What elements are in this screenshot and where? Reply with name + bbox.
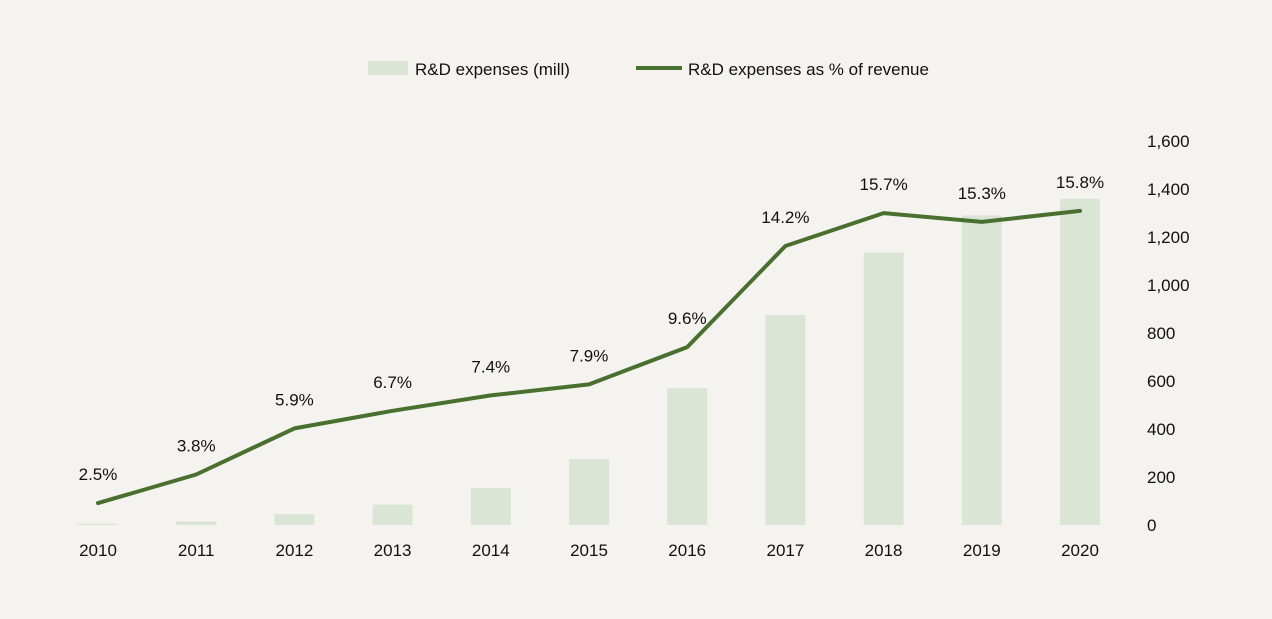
x-tick-2011: 2011 xyxy=(178,541,215,560)
data-label-2017: 14.2% xyxy=(761,208,809,227)
x-tick-2018: 2018 xyxy=(865,541,903,560)
legend-swatch-bars xyxy=(368,61,408,75)
x-tick-2015: 2015 xyxy=(570,541,608,560)
bar-2013 xyxy=(373,505,413,525)
bar-2015 xyxy=(569,459,609,525)
y-tick-1400: 1,400 xyxy=(1147,180,1190,199)
y-tick-600: 600 xyxy=(1147,372,1175,391)
data-label-2016: 9.6% xyxy=(668,309,707,328)
bar-2017 xyxy=(765,315,805,525)
data-label-2014: 7.4% xyxy=(471,357,510,376)
legend-label-bars: R&D expenses (mill) xyxy=(415,60,570,79)
data-label-2011: 3.8% xyxy=(177,437,216,456)
x-tick-2010: 2010 xyxy=(79,541,117,560)
y-tick-1600: 1,600 xyxy=(1147,132,1190,151)
x-tick-2020: 2020 xyxy=(1061,541,1099,560)
legend: R&D expenses (mill) R&D expenses as % of… xyxy=(368,60,929,79)
bar-2019 xyxy=(962,215,1002,525)
x-tick-2019: 2019 xyxy=(963,541,1001,560)
legend-label-line: R&D expenses as % of revenue xyxy=(688,60,929,79)
bar-2014 xyxy=(471,488,511,525)
y-tick-0: 0 xyxy=(1147,516,1156,535)
x-tick-2014: 2014 xyxy=(472,541,510,560)
y-tick-400: 400 xyxy=(1147,420,1175,439)
data-label-2015: 7.9% xyxy=(570,346,609,365)
x-tick-2016: 2016 xyxy=(668,541,706,560)
data-label-2019: 15.3% xyxy=(958,184,1006,203)
bar-2018 xyxy=(864,253,904,525)
chart: 2.5% 3.8% 5.9% 6.7% 7.4% 7.9% 9.6% 14.2% 15.7% 15… xyxy=(0,0,1272,614)
y-axis-right: 0 200 400 600 800 1,000 1,200 1,400 1,600 xyxy=(1147,132,1190,535)
data-label-2018: 15.7% xyxy=(859,175,907,194)
data-label-2012: 5.9% xyxy=(275,390,314,409)
y-tick-1000: 1,000 xyxy=(1147,276,1190,295)
y-tick-200: 200 xyxy=(1147,468,1175,487)
x-tick-2013: 2013 xyxy=(374,541,412,560)
bar-2011 xyxy=(176,521,216,525)
data-label-2020: 15.8% xyxy=(1056,173,1104,192)
x-axis: 2010 2011 2012 2013 2014 2015 2016 2017 2018 2019… xyxy=(79,541,1099,560)
bar-2012 xyxy=(274,514,314,525)
bar-2020 xyxy=(1060,199,1100,525)
x-tick-2012: 2012 xyxy=(275,541,313,560)
data-label-2013: 6.7% xyxy=(373,373,412,392)
bar-2016 xyxy=(667,388,707,525)
y-tick-1200: 1,200 xyxy=(1147,228,1190,247)
bar-2010 xyxy=(78,524,118,525)
data-label-2010: 2.5% xyxy=(79,465,118,484)
y-tick-800: 800 xyxy=(1147,324,1175,343)
x-tick-2017: 2017 xyxy=(766,541,804,560)
chart-svg: 2.5% 3.8% 5.9% 6.7% 7.4% 7.9% 9.6% 14.2% 15.7% 15… xyxy=(0,0,1272,614)
